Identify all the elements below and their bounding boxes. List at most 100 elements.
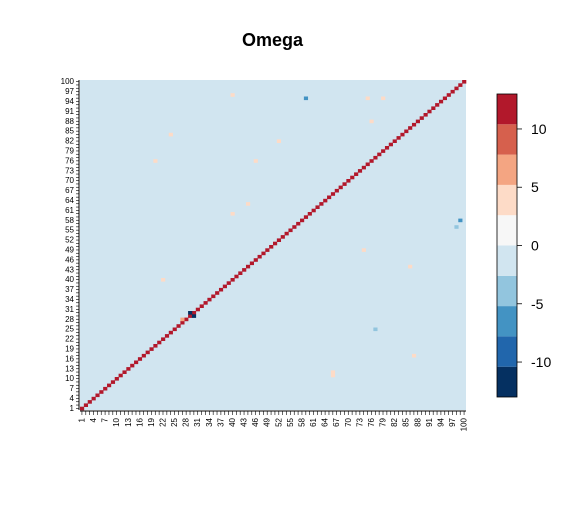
y-tick-label: 19 (65, 344, 74, 353)
heatmap-cell-diagonal (161, 337, 166, 341)
heatmap-cell (245, 202, 251, 206)
x-tick-label: 25 (170, 417, 179, 426)
y-tick-label: 97 (65, 87, 74, 96)
x-tick-label: 4 (89, 417, 98, 422)
x-tick-label: 88 (413, 417, 422, 426)
x-tick-label: 37 (216, 417, 225, 426)
heatmap-cell-diagonal (303, 215, 309, 219)
heatmap-cell-diagonal (369, 159, 374, 163)
heatmap-plot-area (80, 80, 467, 411)
legend-tick-label: 5 (531, 179, 539, 195)
heatmap-cell-diagonal (388, 142, 393, 147)
heatmap-cell-diagonal (168, 330, 173, 335)
heatmap-cell (361, 248, 366, 252)
x-tick-label: 34 (205, 417, 214, 426)
legend-color-step (497, 184, 517, 216)
heatmap-cell-diagonal (330, 192, 336, 196)
heatmap-cell-diagonal (145, 350, 150, 355)
heatmap-cell-diagonal (415, 119, 420, 124)
heatmap-cell-diagonal (350, 175, 355, 180)
heatmap-cell-diagonal (103, 386, 108, 391)
heatmap-cell (230, 93, 235, 97)
heatmap-cell-diagonal (114, 377, 119, 381)
heatmap-cell-diagonal (404, 129, 409, 134)
heatmap-cell-diagonal (118, 373, 123, 378)
y-tick-label: 4 (70, 394, 75, 403)
heatmap-cell-diagonal (462, 80, 467, 84)
legend-color-step (497, 306, 517, 337)
y-tick-label: 61 (65, 206, 74, 215)
heatmap-cell (365, 96, 370, 101)
heatmap-cell-diagonal (230, 278, 235, 282)
y-tick-label: 7 (70, 384, 75, 393)
legend-color-step (497, 215, 517, 246)
heatmap-cell (369, 119, 374, 124)
x-tick-label: 10 (112, 417, 121, 426)
heatmap-cell-diagonal (222, 284, 227, 289)
x-tick-label: 31 (193, 417, 202, 426)
heatmap-cell-diagonal (438, 99, 444, 104)
legend-color-step (497, 245, 517, 276)
heatmap-cell-diagonal (176, 324, 181, 328)
y-tick-label: 58 (65, 216, 74, 225)
heatmap-cell (411, 353, 417, 358)
heatmap-cell-diagonal (373, 155, 378, 160)
heatmap-cell-diagonal (435, 103, 440, 107)
heatmap-cell-diagonal (80, 406, 85, 411)
y-tick-label: 31 (65, 305, 74, 314)
heatmap-cell-diagonal (411, 122, 417, 127)
heatmap-cell-diagonal (323, 198, 328, 203)
x-tick-label: 76 (367, 417, 376, 426)
x-tick-label: 1 (77, 417, 86, 422)
x-tick-label: 67 (332, 417, 341, 426)
x-tick-label: 85 (402, 417, 411, 426)
heatmap-cell (408, 264, 413, 269)
heatmap-cell-diagonal (134, 360, 139, 365)
heatmap-cell-diagonal (377, 152, 382, 157)
x-tick-label: 55 (286, 417, 295, 426)
heatmap-cell-diagonal (238, 271, 243, 275)
x-tick-label: 52 (274, 417, 283, 426)
heatmap-cell-diagonal (99, 390, 104, 394)
heatmap-cell-diagonal (361, 165, 366, 170)
y-tick-label: 43 (65, 265, 74, 274)
y-tick-label: 76 (65, 156, 74, 165)
heatmap-cell-diagonal (110, 380, 116, 384)
legend-color-step (497, 366, 517, 397)
heatmap-cell-diagonal (87, 400, 92, 404)
heatmap-cell (373, 327, 378, 332)
x-tick-label: 58 (297, 417, 306, 426)
heatmap-cell-diagonal (442, 96, 447, 101)
heatmap-cell-diagonal (296, 221, 301, 226)
heatmap-cell-diagonal (334, 188, 339, 193)
heatmap-cell (180, 317, 185, 322)
x-tick-label: 49 (263, 417, 272, 426)
y-tick-label: 49 (65, 245, 74, 254)
legend-tick-label: 10 (531, 121, 547, 137)
heatmap-cell-diagonal (342, 182, 347, 186)
heatmap-cell-diagonal (211, 294, 216, 299)
heatmap-cell-diagonal (346, 179, 351, 183)
heatmap-cell-diagonal (265, 248, 270, 252)
legend-color-step (497, 336, 517, 367)
y-tick-label: 28 (65, 315, 74, 324)
y-tick-label: 70 (65, 176, 74, 185)
x-tick-label: 97 (448, 417, 457, 426)
heatmap-cell (253, 159, 258, 163)
heatmap-cell-diagonal (242, 268, 247, 272)
heatmap-cell-diagonal (423, 113, 428, 117)
heatmap-cell-diagonal (130, 363, 135, 368)
heatmap-cell-diagonal (157, 340, 162, 345)
legend-tick-label: 0 (531, 238, 539, 254)
x-tick-label: 70 (344, 417, 353, 426)
heatmap-cell-diagonal (218, 287, 224, 292)
x-tick-label: 7 (101, 417, 110, 422)
heatmap-cell-diagonal (141, 353, 146, 358)
heatmap-cell-diagonal (338, 185, 343, 190)
x-tick-label: 79 (379, 417, 388, 426)
x-tick-label: 13 (124, 417, 133, 426)
heatmap-cell-diagonal (234, 274, 239, 279)
x-tick-label: 100 (460, 417, 469, 431)
